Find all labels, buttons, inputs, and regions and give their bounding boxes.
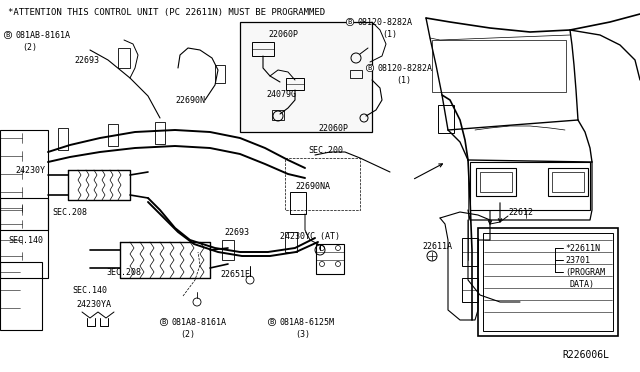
Text: 22060P: 22060P — [268, 30, 298, 39]
Text: 22060P: 22060P — [318, 124, 348, 133]
Bar — [476, 168, 516, 196]
Text: SEC.208: SEC.208 — [52, 208, 87, 217]
Text: 081A8-6125M: 081A8-6125M — [280, 318, 335, 327]
Bar — [215, 65, 225, 83]
Bar — [118, 48, 130, 68]
Bar — [240, 22, 372, 132]
Text: (1): (1) — [382, 30, 397, 39]
Text: 24230YA: 24230YA — [76, 300, 111, 309]
Text: (PROGRAM: (PROGRAM — [565, 268, 605, 277]
Text: (2): (2) — [22, 43, 37, 52]
Bar — [286, 78, 304, 90]
Bar — [350, 70, 362, 78]
Text: 08120-8282A: 08120-8282A — [358, 18, 413, 27]
Text: R226006L: R226006L — [562, 350, 609, 360]
Text: 22690N: 22690N — [175, 96, 205, 105]
Text: B: B — [6, 32, 10, 38]
Text: B: B — [162, 319, 166, 325]
Bar — [552, 172, 584, 192]
Text: *22611N: *22611N — [565, 244, 600, 253]
Text: 22651E: 22651E — [220, 270, 250, 279]
Text: 22612: 22612 — [508, 208, 533, 217]
Text: 24230YC (AT): 24230YC (AT) — [280, 232, 340, 241]
Text: SEC.140: SEC.140 — [8, 236, 43, 245]
Bar — [285, 232, 297, 252]
Text: B: B — [368, 65, 372, 71]
Text: 22693: 22693 — [224, 228, 249, 237]
Bar — [252, 42, 274, 56]
Bar — [480, 172, 512, 192]
Text: SEC.200: SEC.200 — [308, 146, 343, 155]
Bar — [462, 278, 478, 302]
Bar — [470, 162, 590, 210]
Text: 22611A: 22611A — [422, 242, 452, 251]
Text: (1): (1) — [396, 76, 411, 85]
Text: 08120-8282A: 08120-8282A — [378, 64, 433, 73]
Text: 3EC.208: 3EC.208 — [106, 268, 141, 277]
Text: 22693: 22693 — [74, 56, 99, 65]
Bar — [432, 40, 566, 92]
Bar — [438, 105, 454, 133]
Text: B: B — [348, 19, 352, 25]
Bar — [0, 198, 48, 278]
Bar — [462, 238, 478, 266]
Text: DATA): DATA) — [570, 280, 595, 289]
Bar — [108, 124, 118, 146]
Text: 24079G: 24079G — [266, 90, 296, 99]
Bar — [548, 168, 588, 196]
Bar — [155, 122, 165, 144]
Text: (2): (2) — [180, 330, 195, 339]
Bar — [222, 240, 234, 260]
Bar — [478, 228, 618, 336]
Bar — [290, 192, 306, 214]
Text: 24230Y: 24230Y — [15, 166, 45, 175]
Text: 081AB-8161A: 081AB-8161A — [16, 31, 71, 40]
Bar — [483, 233, 613, 331]
Text: (3): (3) — [295, 330, 310, 339]
Text: 081A8-8161A: 081A8-8161A — [172, 318, 227, 327]
Bar — [316, 244, 344, 274]
Text: B: B — [270, 319, 274, 325]
Bar — [0, 130, 48, 230]
Bar — [272, 110, 284, 120]
Text: 22690NA: 22690NA — [295, 182, 330, 191]
Text: SEC.140: SEC.140 — [72, 286, 107, 295]
Bar — [0, 262, 42, 330]
Text: 23701: 23701 — [565, 256, 590, 265]
Bar — [58, 128, 68, 150]
Text: *ATTENTION THIS CONTROL UNIT (PC 22611N) MUST BE PROGRAMMED: *ATTENTION THIS CONTROL UNIT (PC 22611N)… — [8, 8, 325, 17]
